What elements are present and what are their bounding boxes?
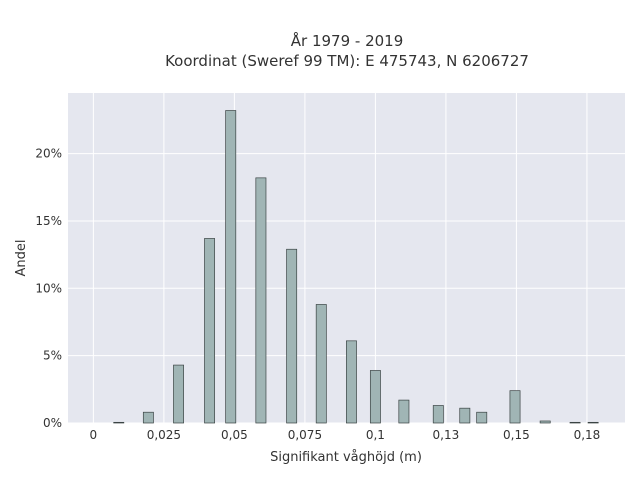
histogram-bar — [142, 411, 154, 424]
histogram-bar — [286, 248, 298, 424]
x-tick-label: 0 — [90, 428, 98, 442]
x-tick-label: 0,18 — [574, 428, 601, 442]
x-tick-label: 0,025 — [147, 428, 181, 442]
x-tick-label: 0,075 — [288, 428, 322, 442]
histogram-bar — [459, 407, 471, 424]
y-axis-ticks: 0% 5% 10% 15% 20% — [35, 147, 62, 430]
y-tick-label: 15% — [35, 214, 62, 228]
y-tick-label: 10% — [35, 281, 62, 295]
histogram-bar — [173, 364, 184, 424]
histogram-bar — [539, 420, 551, 424]
x-tick-label: 0,13 — [433, 428, 460, 442]
histogram-bar — [432, 405, 444, 424]
histogram-bar — [476, 411, 488, 424]
histogram-bar — [587, 421, 599, 424]
x-tick-label: 0,15 — [503, 428, 530, 442]
chart-title-line-1: År 1979 - 2019 — [291, 31, 404, 50]
histogram-bar — [398, 399, 410, 424]
y-tick-label: 0% — [43, 416, 62, 430]
histogram-bar — [369, 370, 381, 424]
y-axis-title: Andel — [14, 240, 29, 277]
histogram-bar — [569, 421, 581, 424]
histogram-bar — [346, 340, 357, 424]
x-tick-label: 0,1 — [366, 428, 385, 442]
x-tick-label: 0,05 — [221, 428, 248, 442]
histogram-bar — [225, 110, 237, 424]
histogram-bar — [204, 238, 216, 424]
y-tick-label: 20% — [35, 147, 62, 161]
y-tick-label: 5% — [43, 349, 62, 363]
histogram-bar — [113, 421, 125, 424]
histogram-bar — [315, 304, 327, 424]
histogram-bar — [509, 390, 521, 424]
x-axis-title: Signifikant våghöjd (m) — [270, 450, 422, 465]
x-axis-ticks: 0 0,025 0,05 0,075 0,1 0,13 0,15 0,18 — [90, 428, 601, 442]
chart-title-line-2: Koordinat (Sweref 99 TM): E 475743, N 62… — [165, 52, 529, 70]
bars — [113, 110, 599, 424]
histogram-bar — [255, 177, 267, 424]
